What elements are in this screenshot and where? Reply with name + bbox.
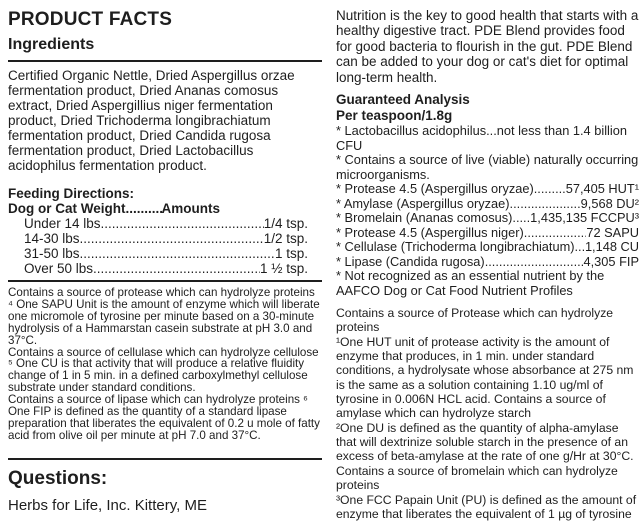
feeding-table: Under 14 lbs ...........................… bbox=[24, 216, 308, 276]
feeding-row: Over 50 lbs ............................… bbox=[24, 261, 308, 276]
feeding-row: Under 14 lbs ...........................… bbox=[24, 216, 308, 231]
feeding-row: 14-30 lbs ..............................… bbox=[24, 231, 308, 246]
enzyme-footnotes-right: Contains a source of Protease which can … bbox=[336, 306, 639, 522]
ingredients-text: Certified Organic Nettle, Dried Aspergil… bbox=[8, 68, 295, 173]
company-name: Herbs for Life, Inc. Kittery, ME bbox=[8, 496, 207, 514]
footnote-paragraph: Contains a source of lipase which can hy… bbox=[8, 393, 320, 442]
dot-leader: ........................................… bbox=[484, 254, 584, 269]
analysis-item: * Protease 4.5 (Aspergillus oryzae) ....… bbox=[336, 182, 639, 197]
analysis-item: * Lipase (Candida rugosa) ..............… bbox=[336, 253, 640, 270]
footnote-paragraph: Contains a source of cellulase which can… bbox=[8, 345, 319, 395]
guaranteed-analysis-list: * Lactobacillus acidophilus...not less t… bbox=[336, 123, 640, 298]
analysis-item: * Bromelain (Ananas comosus) ...........… bbox=[336, 211, 639, 226]
footnote-paragraph: ¹One HUT unit of protease activity is th… bbox=[336, 334, 634, 421]
weight-range: 31-50 lbs bbox=[24, 246, 80, 261]
weight-range: Under 14 lbs bbox=[24, 216, 101, 231]
guaranteed-analysis-heading: Guaranteed Analysis bbox=[336, 92, 470, 108]
dot-leader: ........................................… bbox=[79, 246, 275, 261]
enzyme-name: * Cellulase (Trichoderma longibrachiatum… bbox=[336, 239, 575, 255]
enzyme-name: * Protease 4.5 (Aspergillus oryzae) bbox=[336, 181, 534, 197]
phone-number: 800-510-9597 bbox=[8, 521, 101, 522]
enzyme-name: * Protease 4.5 (Aspergillus niger) bbox=[336, 224, 524, 240]
dot-leader: ........................................… bbox=[574, 240, 585, 255]
enzyme-amount: 57,405 HUT¹ bbox=[565, 181, 639, 197]
dot-leader: ........................................… bbox=[509, 196, 581, 211]
weight-range: Over 50 lbs bbox=[24, 261, 94, 276]
footnote-paragraph: ³One FCC Papain Unit (PU) is defined as … bbox=[336, 492, 637, 522]
feeding-header-value: Amounts bbox=[161, 201, 221, 216]
enzyme-amount: 1,148 CU bbox=[584, 239, 639, 255]
enzyme-amount: 9,568 DU² bbox=[580, 195, 639, 211]
dot-leader: ........................................… bbox=[79, 231, 264, 246]
amount: 1/4 tsp. bbox=[263, 216, 308, 231]
enzyme-amount: 1,435,135 FCCPU³ bbox=[530, 210, 639, 226]
questions-heading: Questions: bbox=[8, 467, 108, 489]
right-column: Nutrition is the key to good health that… bbox=[336, 0, 639, 522]
contact-line: 800-510-9597 sustenanceherbs.com bbox=[8, 521, 322, 522]
feeding-directions-heading: Feeding Directions: bbox=[8, 186, 135, 201]
ingredients-heading: Ingredients bbox=[8, 36, 95, 53]
footnote-paragraph: Contains a source of protease which can … bbox=[8, 286, 320, 347]
website: sustenanceherbs.com bbox=[121, 521, 268, 522]
dot-leader: ........................................… bbox=[125, 201, 162, 216]
enzyme-name: * Amylase (Aspergillus oryzae) bbox=[336, 195, 510, 211]
analysis-item: * Not recognized as an essential nutrien… bbox=[336, 268, 605, 298]
amount: 1 ½ tsp. bbox=[259, 261, 308, 276]
analysis-item: * Cellulase (Trichoderma longibrachiatum… bbox=[336, 240, 639, 255]
dot-leader: ........................................… bbox=[533, 182, 566, 197]
analysis-item: * Protease 4.5 (Aspergillus niger) .....… bbox=[336, 224, 639, 241]
analysis-item: * Amylase (Aspergillus oryzae) .........… bbox=[336, 195, 639, 212]
amount: 1/2 tsp. bbox=[263, 231, 308, 246]
feeding-table-header: Dog or Cat Weight ......................… bbox=[8, 201, 220, 216]
dot-leader: ........................................… bbox=[512, 211, 531, 226]
dot-leader: ........................................… bbox=[523, 225, 587, 240]
enzyme-footnotes-left: Contains a source of protease which can … bbox=[8, 287, 322, 442]
dot-leader: ........................................… bbox=[93, 261, 260, 276]
divider bbox=[8, 60, 322, 62]
enzyme-amount: 72 SAPU bbox=[586, 224, 639, 240]
feeding-header-label: Dog or Cat Weight bbox=[8, 201, 126, 216]
left-column: PRODUCT FACTS Ingredients Certified Orga… bbox=[8, 0, 322, 522]
enzyme-amount: 4,305 FIP bbox=[583, 253, 640, 269]
dot-leader: ........................................… bbox=[100, 216, 264, 231]
analysis-item: * Lactobacillus acidophilus...not less t… bbox=[336, 123, 627, 153]
analysis-item: * Contains a source of live (viable) nat… bbox=[336, 152, 639, 182]
weight-range: 14-30 lbs bbox=[24, 231, 80, 246]
enzyme-name: * Lipase (Candida rugosa) bbox=[336, 253, 485, 269]
enzyme-name: * Bromelain (Ananas comosus) bbox=[336, 210, 513, 226]
footnote-paragraph: ²One DU is defined as the quantity of al… bbox=[336, 420, 634, 493]
footnote-paragraph: Contains a source of Protease which can … bbox=[336, 306, 614, 335]
divider bbox=[8, 457, 322, 460]
amount: 1 tsp. bbox=[274, 246, 308, 261]
divider bbox=[8, 280, 322, 282]
intro-text: Nutrition is the key to good health that… bbox=[336, 8, 639, 85]
feeding-row: 31-50 lbs ..............................… bbox=[24, 246, 308, 261]
product-facts-title: PRODUCT FACTS bbox=[8, 9, 173, 30]
per-teaspoon-heading: Per teaspoon/1.8g bbox=[336, 108, 453, 124]
